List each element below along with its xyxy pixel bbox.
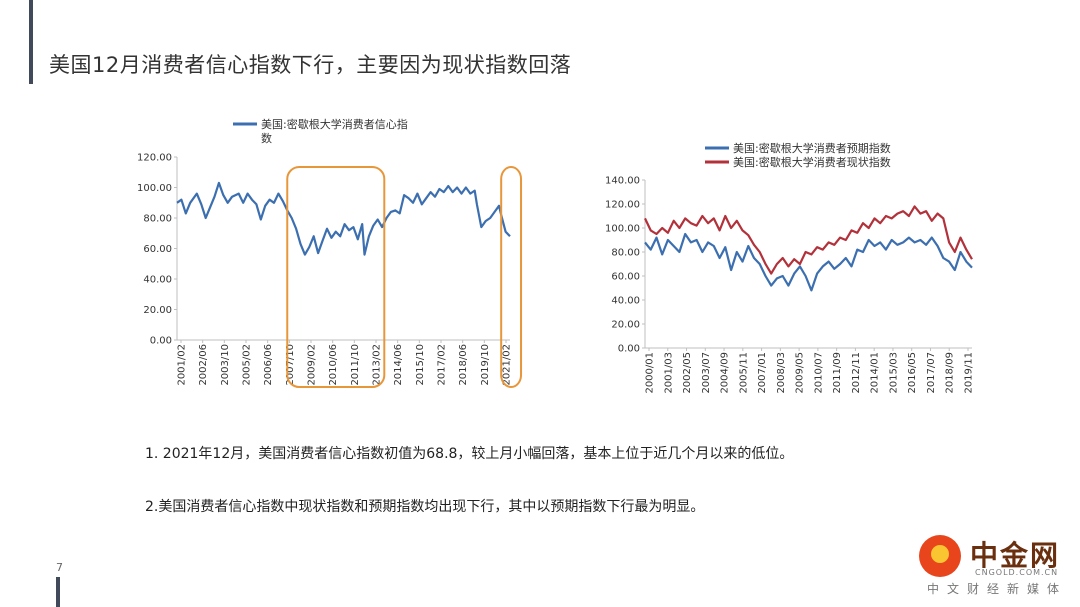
y-tick-label: 60.00	[611, 272, 640, 283]
y-tick-label: 80.00	[611, 248, 640, 259]
x-tick-label: 2007/10	[285, 344, 296, 386]
x-tick-label: 2019/10	[480, 344, 491, 386]
x-tick-label: 2007/01	[757, 352, 768, 394]
highlight-box-2	[500, 166, 523, 388]
y-tick-label: 40.00	[611, 296, 640, 307]
accent-bar-top	[29, 0, 33, 84]
y-tick-label: 20.00	[143, 305, 172, 316]
y-tick-label: 0.00	[618, 344, 640, 355]
x-tick-label: 2001/02	[177, 344, 188, 386]
page-number: 7	[56, 561, 63, 574]
note-1: 1. 2021年12月，美国消费者信心指数初值为68.8，较上月小幅回落，基本上…	[145, 446, 794, 462]
x-tick-label: 2001/03	[663, 352, 674, 394]
y-tick-label: 120.00	[605, 200, 640, 211]
x-tick-label: 2012/11	[851, 352, 862, 394]
x-tick-label: 2010/07	[813, 352, 824, 394]
x-tick-label: 2009/05	[795, 352, 806, 394]
x-tick-label: 2014/01	[870, 352, 881, 394]
y-tick-label: 120.00	[137, 153, 172, 164]
y-tick-label: 100.00	[137, 183, 172, 194]
x-tick-label: 2013/02	[372, 344, 383, 386]
logo-subtitle: 中文财经新媒体	[927, 582, 1068, 596]
legend-label: 美国:密歇根大学消费者现状指数	[733, 155, 891, 169]
x-tick-label: 2005/11	[738, 352, 749, 394]
x-tick-label: 2015/03	[888, 352, 899, 394]
note-2: 2.美国消费者信心指数中现状指数和预期指数均出现下行，其中以预期指数下行最为明显…	[145, 499, 705, 515]
x-tick-label: 2000/01	[645, 352, 656, 394]
logo-brand: 中金网	[970, 539, 1061, 572]
y-tick-label: 60.00	[143, 244, 172, 255]
x-tick-label: 2017/07	[926, 352, 937, 394]
x-tick-label: 2002/05	[682, 352, 693, 394]
x-tick-label: 2010/06	[328, 344, 339, 386]
x-tick-label: 2005/02	[242, 344, 253, 386]
x-tick-label: 2018/06	[458, 344, 469, 386]
y-tick-label: 80.00	[143, 214, 172, 225]
y-tick-label: 100.00	[605, 224, 640, 235]
accent-bar-bottom	[56, 577, 60, 607]
expectation-current-index-chart: 0.00 20.00 40.00 60.00 80.00 100.00 120.00 140.…	[605, 141, 975, 394]
x-tick-label: 2009/02	[307, 344, 318, 386]
x-tick-label: 2015/10	[415, 344, 426, 386]
x-tick-label: 2017/02	[437, 344, 448, 386]
legend-label: 数	[261, 132, 272, 145]
series-line-1	[176, 181, 511, 256]
x-tick-label: 2006/06	[263, 344, 274, 386]
y-tick-label: 20.00	[611, 320, 640, 331]
y-tick-label: 0.00	[150, 336, 172, 347]
y-tick-label: 140.00	[605, 176, 640, 187]
x-tick-label: 2003/10	[220, 344, 231, 386]
logo-icon	[919, 535, 961, 577]
confidence-index-chart: 0.00 20.00 40.00 60.00 80.00 100.00 120.00 2001…	[137, 117, 523, 388]
x-tick-label: 2018/09	[945, 352, 956, 394]
x-tick-label: 2016/05	[907, 352, 918, 394]
x-tick-label: 2002/06	[198, 344, 209, 386]
x-tick-label: 2014/06	[393, 344, 404, 386]
legend-label: 美国:密歇根大学消费者信心指	[261, 117, 408, 131]
legend-label: 美国:密歇根大学消费者预期指数	[733, 141, 891, 155]
x-tick-label: 2011/10	[350, 344, 361, 386]
x-tick-label: 2011/09	[832, 352, 843, 394]
x-tick-label: 2004/09	[720, 352, 731, 394]
x-tick-label: 2008/03	[776, 352, 787, 394]
highlight-box-1	[286, 166, 386, 388]
y-tick-label: 40.00	[143, 275, 172, 286]
x-tick-label: 2003/07	[701, 352, 712, 394]
series-line-1	[644, 232, 973, 292]
logo-url: CNGOLD.COM.CN	[975, 568, 1059, 577]
logo: 中金网 CNGOLD.COM.CN 中文财经新媒体	[905, 530, 1075, 600]
page-title: 美国12月消费者信心指数下行，主要因为现状指数回落	[49, 53, 572, 77]
series-line-2	[644, 205, 973, 275]
x-tick-label: 2021/02	[502, 344, 513, 386]
x-tick-label: 2019/11	[964, 352, 975, 394]
